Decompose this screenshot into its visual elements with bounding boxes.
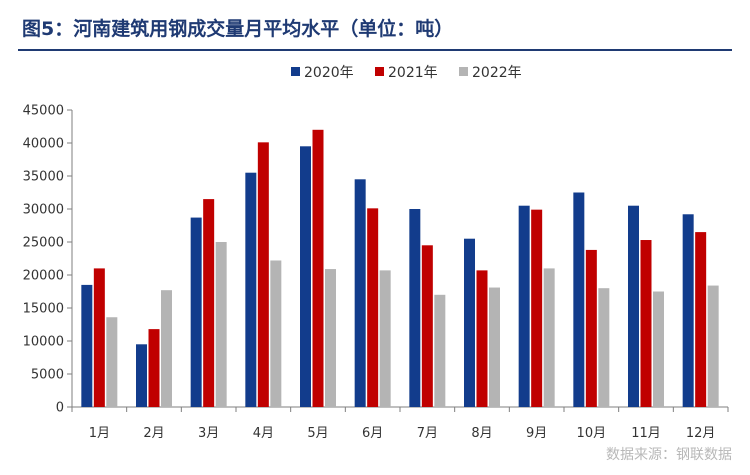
legend-swatch	[291, 67, 300, 76]
bar-2020年-9月	[518, 205, 530, 407]
x-tick-label: 12月	[686, 426, 716, 441]
y-tick-label: 20000	[23, 269, 64, 284]
x-tick-label: 10月	[577, 426, 607, 441]
bar-2021年-4月	[257, 142, 269, 407]
y-tick-label: 10000	[23, 335, 64, 350]
bar-2021年-1月	[93, 268, 105, 407]
x-tick-label: 1月	[89, 426, 110, 441]
x-tick-label: 7月	[417, 426, 438, 441]
bar-2021年-6月	[367, 208, 379, 407]
x-tick-label: 3月	[198, 426, 219, 441]
bar-2022年-7月	[434, 294, 446, 407]
bar-2020年-2月	[136, 344, 147, 407]
bars	[81, 129, 719, 408]
y-tick-label: 0	[56, 401, 64, 416]
bar-2021年-10月	[585, 249, 597, 407]
bar-2021年-5月	[312, 129, 324, 408]
legend: 2020年 2021年 2022年	[291, 65, 522, 81]
x-tick-label: 9月	[526, 426, 547, 441]
chart-title: 图5：河南建筑用钢成交量月平均水平（单位：吨）	[22, 18, 454, 40]
bar-2021年-8月	[476, 270, 488, 407]
bar-2022年-3月	[215, 242, 227, 407]
bar-2020年-12月	[682, 214, 694, 407]
y-tick-label: 5000	[31, 368, 64, 383]
bar-2020年-1月	[81, 284, 93, 407]
bar-2022年-4月	[270, 260, 282, 407]
legend-label: 2022年	[472, 65, 522, 81]
data-source-note: 数据来源：钢联数据	[606, 447, 732, 463]
x-tick-label: 8月	[471, 426, 492, 441]
bar-2021年-3月	[203, 199, 215, 407]
y-tick-label: 45000	[23, 104, 64, 119]
bar-2020年-4月	[245, 172, 257, 407]
x-tick-label: 5月	[307, 426, 328, 441]
bar-2022年-10月	[598, 288, 610, 407]
bar-2021年-9月	[531, 209, 543, 407]
bar-2021年-2月	[148, 329, 160, 407]
bar-2022年-5月	[325, 269, 336, 407]
y-tick-label: 15000	[23, 302, 64, 317]
bar-2022年-11月	[653, 291, 664, 407]
bar-2022年-8月	[489, 287, 500, 407]
y-tick-label: 35000	[23, 170, 64, 185]
bar-2020年-5月	[300, 146, 311, 408]
bar-2020年-6月	[354, 179, 366, 407]
legend-label: 2021年	[388, 65, 438, 81]
x-tick-label: 4月	[253, 426, 274, 441]
bar-2022年-6月	[379, 270, 391, 407]
x-axis: 1月 2月 3月 4月 5月 6月 7月 8月 9月 10月 11月 12月	[71, 406, 729, 441]
legend-swatch	[459, 67, 468, 76]
bar-2022年-12月	[707, 285, 719, 407]
y-tick-label: 30000	[23, 203, 64, 218]
bar-2022年-9月	[543, 268, 555, 407]
bar-2020年-7月	[409, 209, 421, 407]
x-tick-label: 6月	[362, 426, 383, 441]
title-underline	[18, 49, 732, 51]
bar-2020年-3月	[190, 217, 202, 407]
bar-2022年-1月	[106, 317, 118, 407]
y-tick-label: 40000	[23, 137, 64, 152]
bar-2020年-10月	[573, 192, 585, 407]
legend-label: 2020年	[304, 65, 354, 81]
bar-2020年-11月	[628, 205, 639, 407]
y-axis: 0 5000 10000 15000 20000 25000 30000 35000 40000…	[23, 104, 73, 416]
bar-2020年-8月	[464, 238, 475, 407]
x-tick-label: 11月	[631, 426, 661, 441]
x-tick-label: 2月	[143, 426, 164, 441]
bar-2022年-2月	[161, 290, 172, 407]
bar-2021年-11月	[640, 240, 652, 407]
bar-2021年-12月	[695, 232, 707, 407]
bar-2021年-7月	[421, 245, 433, 407]
legend-swatch	[375, 67, 384, 76]
y-tick-label: 25000	[23, 236, 64, 251]
